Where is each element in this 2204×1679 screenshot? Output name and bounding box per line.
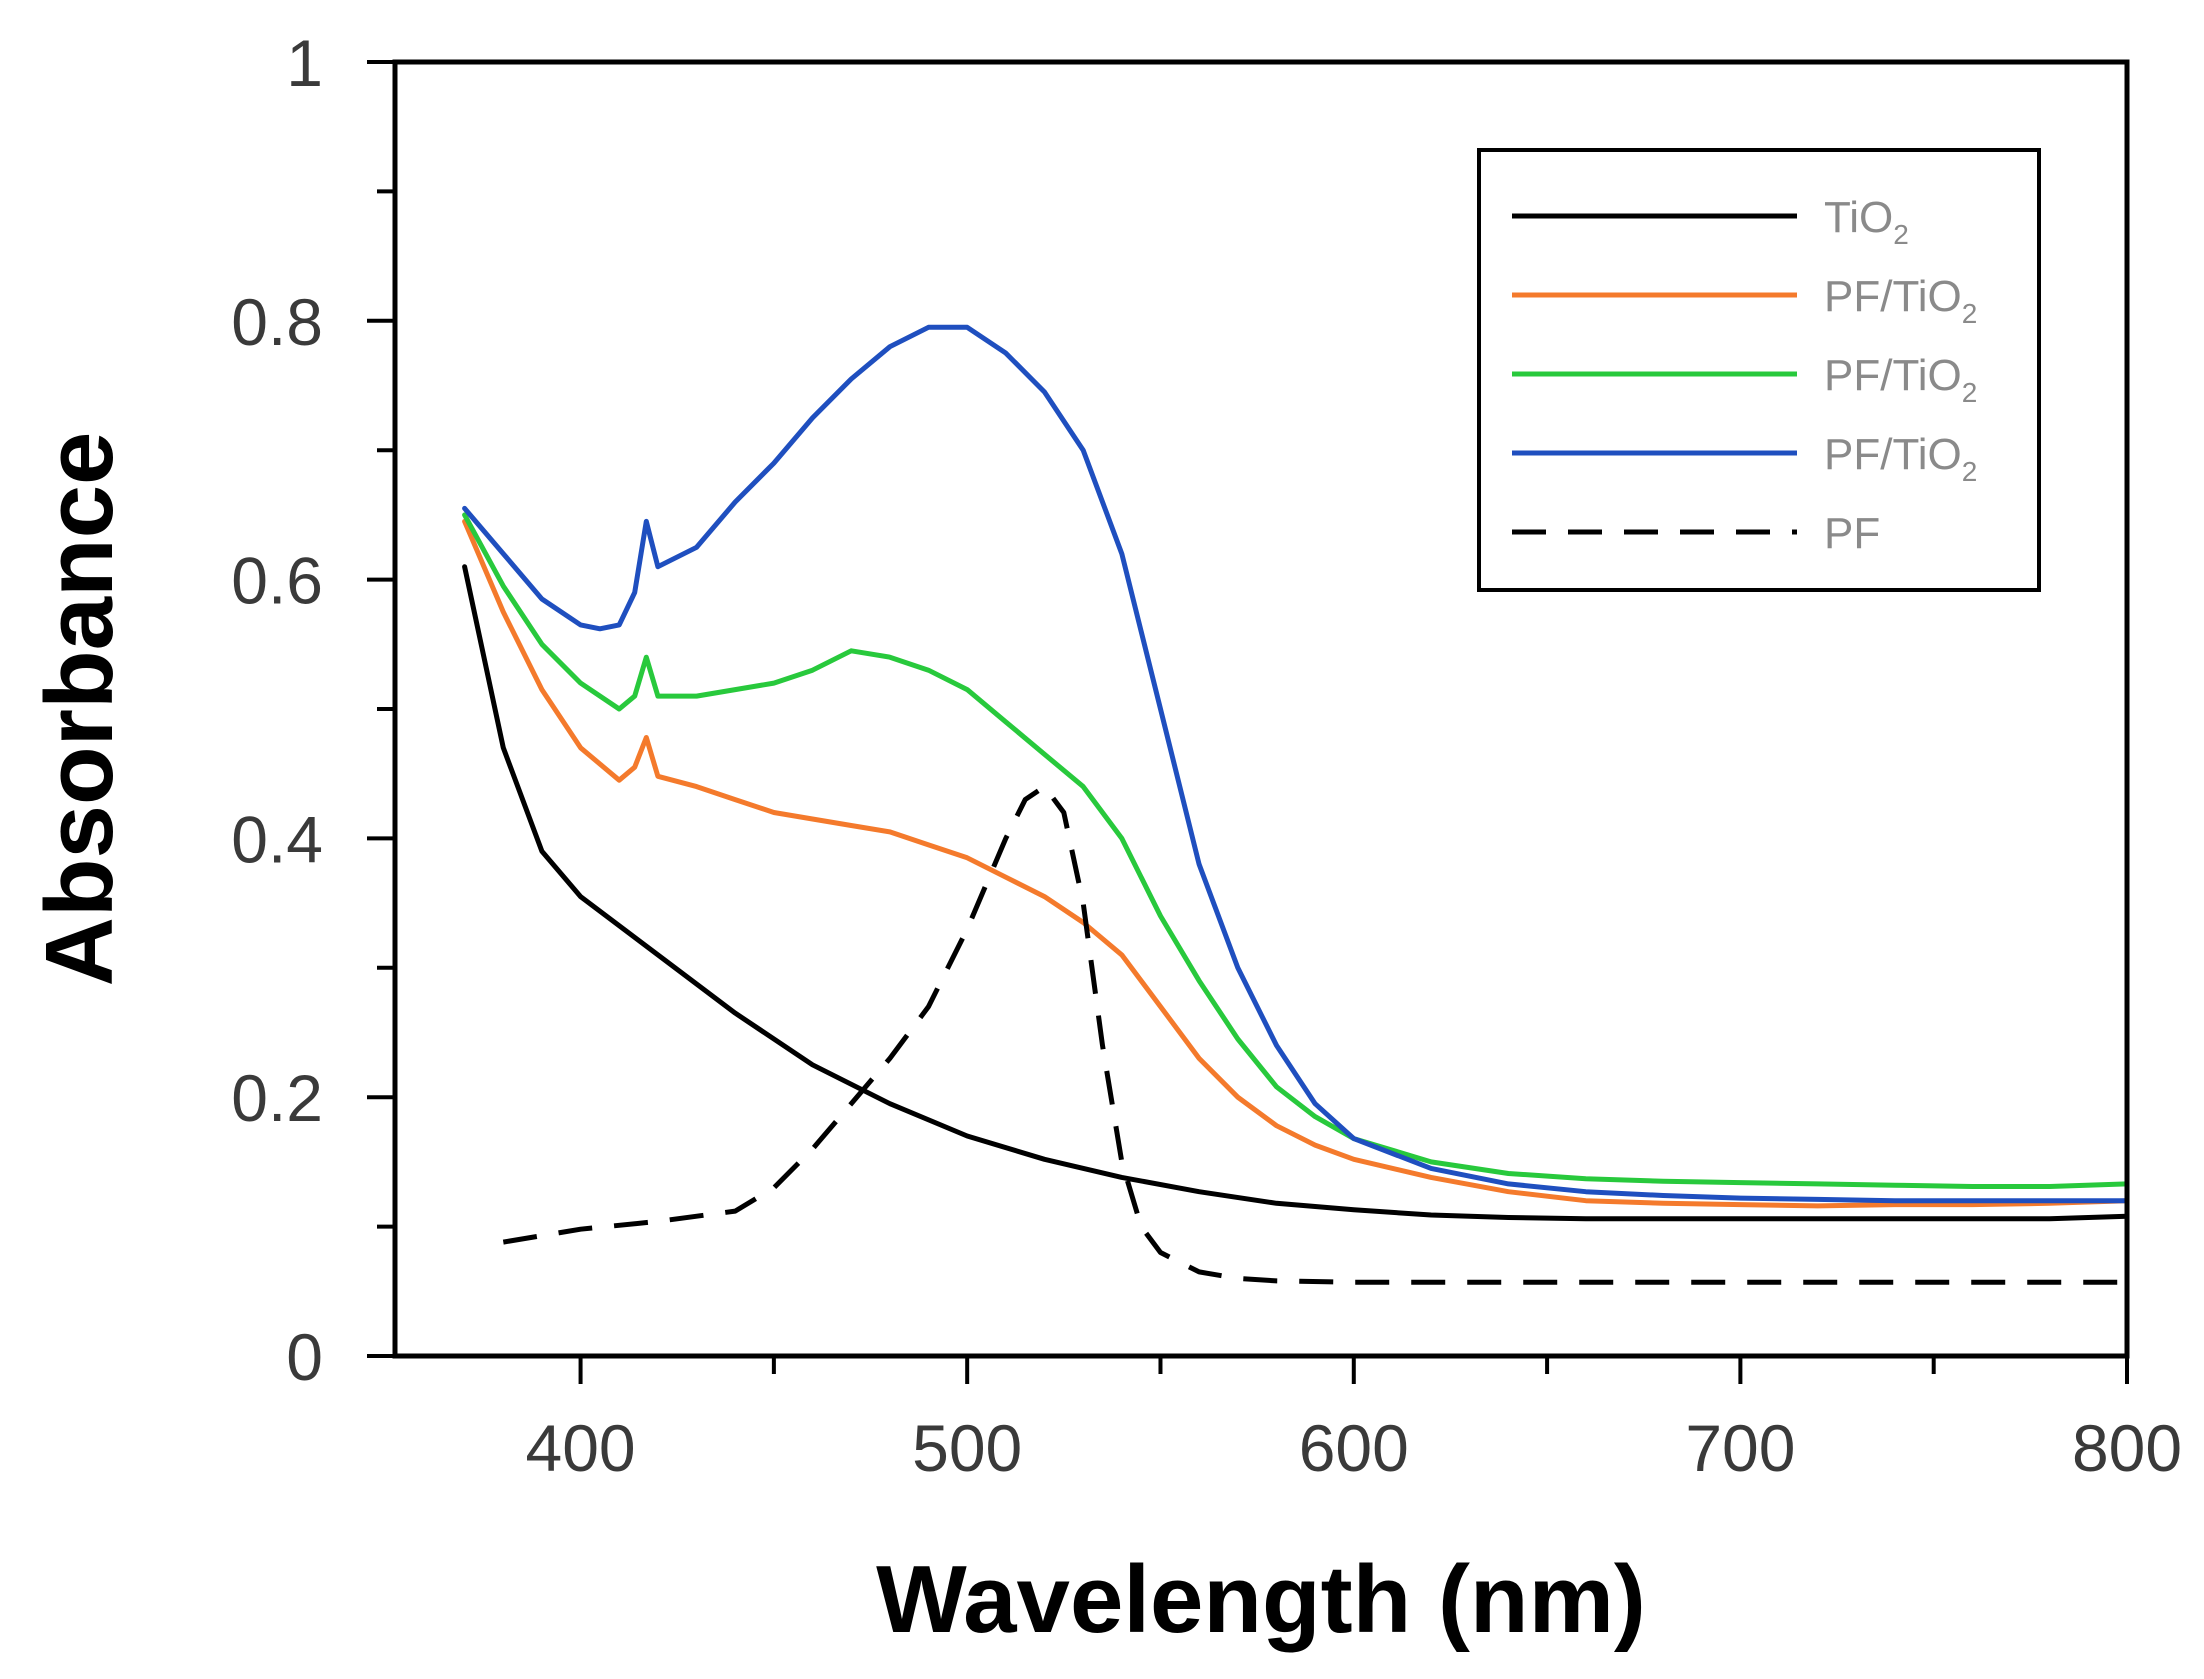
legend-label: PF — [1824, 509, 1880, 558]
y-tick-label: 1 — [286, 26, 323, 100]
y-axis-title: Absorbance — [26, 432, 133, 987]
legend-label: PF/TiO2 — [1824, 351, 1977, 408]
series-line-3 — [462, 512, 2130, 1189]
series-line-1 — [462, 564, 2130, 1222]
x-tick-label: 400 — [526, 1411, 636, 1485]
y-tick-label: 0.8 — [231, 285, 323, 359]
y-tick-label: 0.6 — [231, 544, 323, 618]
tick-labels: 400 500 600 700 800 0 0.2 0.4 0.6 0.8 1 — [231, 26, 2182, 1485]
series-line-5 — [502, 784, 2127, 1285]
y-tick-label: 0 — [286, 1320, 323, 1394]
x-tick-label: 800 — [2072, 1411, 2182, 1485]
legend-label: PF/TiO2 — [1824, 272, 1977, 329]
axis-ticks — [367, 60, 2129, 1384]
legend-box — [1477, 148, 2041, 592]
y-tick-label: 0.2 — [231, 1061, 323, 1135]
x-tick-label: 500 — [912, 1411, 1022, 1485]
x-tick-label: 700 — [1685, 1411, 1795, 1485]
y-tick-label: 0.4 — [231, 802, 323, 876]
series-layer — [462, 324, 2130, 1285]
series-line-4 — [462, 324, 2130, 1204]
x-axis-title: Wavelength (nm) — [876, 1546, 1646, 1653]
legend-label: PF/TiO2 — [1824, 430, 1977, 487]
x-tick-label: 600 — [1299, 1411, 1409, 1485]
series-line-2 — [462, 518, 2130, 1209]
plot-frame — [392, 59, 2130, 1359]
